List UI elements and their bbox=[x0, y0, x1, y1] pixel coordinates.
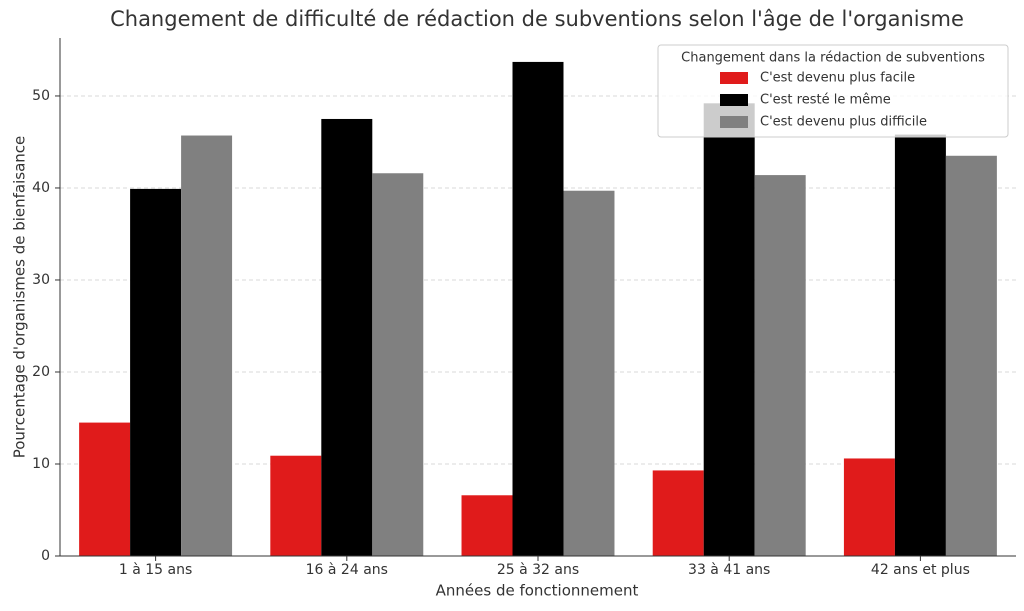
bar bbox=[843, 458, 895, 556]
bar bbox=[563, 190, 615, 556]
bar bbox=[512, 61, 564, 557]
bar bbox=[461, 495, 513, 556]
legend-box bbox=[657, 44, 1009, 138]
bar bbox=[130, 188, 182, 556]
y-tick-label: 10 bbox=[32, 456, 50, 472]
x-tick-label: 1 à 15 ans bbox=[119, 562, 192, 578]
x-axis-label: Années de fonctionnement bbox=[436, 582, 639, 600]
y-tick-label: 20 bbox=[32, 364, 50, 380]
y-tick-label: 40 bbox=[32, 180, 50, 196]
bar bbox=[703, 103, 755, 556]
bar bbox=[79, 422, 131, 556]
x-tick-label: 16 à 24 ans bbox=[306, 562, 388, 578]
y-tick-label: 0 bbox=[41, 548, 50, 564]
legend-label: C'est devenu plus facile bbox=[760, 71, 915, 86]
legend-label: C'est devenu plus difficile bbox=[760, 115, 927, 130]
bar bbox=[894, 134, 946, 556]
chart-title: Changement de difficulté de rédaction de… bbox=[110, 7, 964, 31]
bar bbox=[270, 455, 322, 556]
bar bbox=[321, 118, 373, 557]
bar bbox=[372, 173, 424, 557]
bar bbox=[652, 470, 704, 556]
y-tick-label: 50 bbox=[32, 88, 50, 104]
x-tick-label: 42 ans et plus bbox=[871, 562, 970, 578]
x-tick-label: 25 à 32 ans bbox=[497, 562, 579, 578]
y-tick-label: 30 bbox=[32, 272, 50, 288]
bar bbox=[181, 135, 233, 556]
legend-swatch bbox=[720, 72, 748, 84]
legend-swatch bbox=[720, 94, 748, 106]
x-tick-label: 33 à 41 ans bbox=[688, 562, 770, 578]
legend-label: C'est resté le même bbox=[760, 93, 891, 108]
bar bbox=[945, 155, 997, 556]
bar bbox=[754, 175, 806, 557]
legend-title: Changement dans la rédaction de subventi… bbox=[681, 51, 985, 66]
y-axis-label: Pourcentage d'organismes de bienfaisance bbox=[11, 136, 29, 459]
legend-swatch bbox=[720, 116, 748, 128]
